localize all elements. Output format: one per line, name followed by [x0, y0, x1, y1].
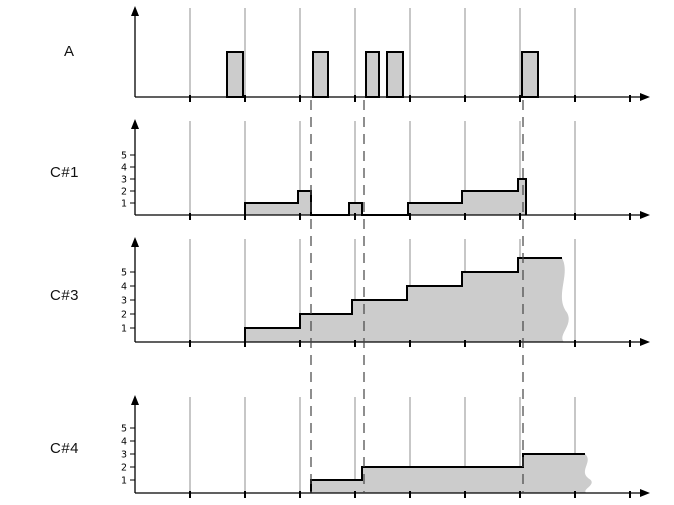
pulse: [365, 51, 380, 98]
y-tick-label: 4: [121, 282, 127, 293]
x-axis-arrow-icon: [640, 211, 650, 219]
y-tick-label: 2: [121, 463, 127, 474]
y-tick-label: 2: [121, 187, 127, 198]
y-tick-label: 5: [121, 424, 127, 435]
x-axis-arrow-icon: [640, 93, 650, 101]
y-tick-label: 1: [121, 199, 127, 210]
y-axis-arrow-icon: [131, 6, 139, 16]
panel-c3: 1 2 3 4 5: [121, 237, 650, 347]
y-tick-label: 5: [121, 268, 127, 279]
y-axis-arrow-icon: [131, 119, 139, 129]
counter-fill: [245, 179, 526, 215]
panel-label-c4: C#4: [50, 440, 80, 457]
x-axis-arrow-icon: [640, 338, 650, 346]
panel-label-a: A: [64, 43, 75, 60]
y-tick-label: 5: [121, 151, 127, 162]
counter-fill: [311, 454, 592, 493]
pulse: [521, 51, 539, 98]
y-tick-label: 4: [121, 437, 127, 448]
y-tick-label: 3: [121, 175, 127, 186]
y-axis-arrow-icon: [131, 395, 139, 405]
panel-label-c3: C#3: [50, 287, 80, 304]
y-tick-label: 3: [121, 296, 127, 307]
pulse: [312, 51, 329, 98]
pulse: [386, 51, 404, 98]
y-tick-label: 1: [121, 324, 127, 335]
y-tick-label: 1: [121, 476, 127, 487]
panel-label-c1: C#1: [50, 164, 80, 181]
y-axis-arrow-icon: [131, 237, 139, 247]
panel-a: [131, 6, 650, 102]
counter-outline: [244, 178, 527, 216]
x-axis-arrow-icon: [640, 489, 650, 497]
pulse: [226, 51, 244, 98]
y-tick-label: 4: [121, 163, 127, 174]
panel-c4: 1 2 3 4 5: [121, 395, 650, 498]
y-tick-label: 3: [121, 450, 127, 461]
counter-outline: [244, 257, 562, 342]
y-tick-label: 2: [121, 310, 127, 321]
